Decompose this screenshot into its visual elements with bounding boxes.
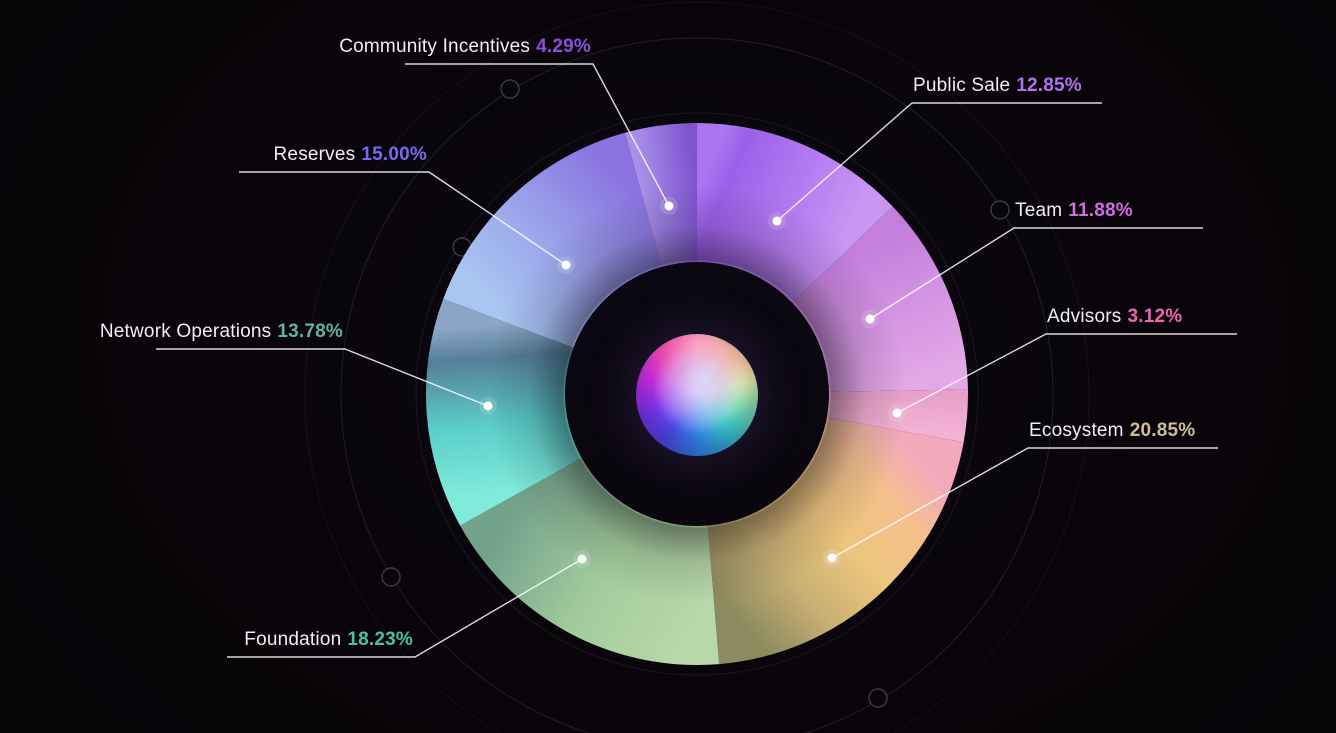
- segment-percent: 20.85%: [1129, 420, 1196, 441]
- segment-label-public-sale: Public Sale 12.85%: [913, 75, 1082, 97]
- segment-dot-public-sale: [772, 216, 782, 226]
- segment-label-team: Team 11.88%: [1015, 200, 1133, 222]
- segment-percent: 12.85%: [1016, 75, 1082, 96]
- segment-label-network-operations: Network Operations 13.78%: [100, 321, 343, 343]
- leader-line-network-operations: [156, 348, 489, 407]
- orbit-ring: [304, 1, 1090, 733]
- segment-label-ecosystem: Ecosystem 20.85%: [1029, 420, 1195, 442]
- leader-line-public-sale: [776, 102, 1102, 222]
- segment-dot-ecosystem: [827, 553, 837, 563]
- orbit-ring: [415, 112, 979, 676]
- segment-percent: 4.29%: [536, 36, 591, 57]
- leader-line-community-incentives: [405, 63, 670, 207]
- segment-percent: 3.12%: [1127, 306, 1183, 327]
- segment-dot-community-incentives: [664, 201, 674, 211]
- segment-dot-foundation: [577, 554, 587, 564]
- segment-dot-team: [865, 314, 875, 324]
- leader-line-reserves: [239, 171, 567, 266]
- segment-percent: 13.78%: [277, 321, 343, 342]
- segment-dot-network-operations: [483, 401, 493, 411]
- segment-name: Community Incentives: [339, 36, 531, 57]
- segment-name: Advisors: [1047, 306, 1122, 327]
- segment-name: Public Sale: [913, 75, 1011, 96]
- segment-name: Reserves: [273, 144, 356, 165]
- orbit-node: [381, 567, 401, 587]
- segment-dot-reserves: [561, 260, 571, 270]
- segment-percent: 11.88%: [1068, 200, 1133, 221]
- orbit-node: [990, 200, 1010, 220]
- orbit-ring: [340, 37, 1054, 733]
- orbit-node: [500, 79, 520, 99]
- segment-name: Network Operations: [99, 321, 272, 342]
- segment-name: Foundation: [244, 629, 342, 650]
- segment-percent: 15.00%: [361, 144, 427, 165]
- leader-line-foundation: [227, 558, 583, 658]
- holographic-sphere: [636, 334, 758, 456]
- leader-line-ecosystem: [831, 447, 1218, 559]
- segment-name: Team: [1015, 200, 1063, 221]
- segment-label-reserves: Reserves 15.00%: [274, 144, 428, 166]
- segment-label-advisors: Advisors 3.12%: [1047, 306, 1182, 328]
- orbit-node: [868, 688, 888, 708]
- leader-line-advisors: [896, 333, 1237, 414]
- segment-dot-advisors: [892, 408, 902, 418]
- segment-name: Ecosystem: [1029, 420, 1124, 441]
- leader-line-team: [869, 227, 1203, 320]
- segment-percent: 18.23%: [347, 629, 413, 650]
- segment-label-community-incentives: Community Incentives 4.29%: [339, 36, 591, 58]
- segment-label-foundation: Foundation 18.23%: [244, 629, 413, 651]
